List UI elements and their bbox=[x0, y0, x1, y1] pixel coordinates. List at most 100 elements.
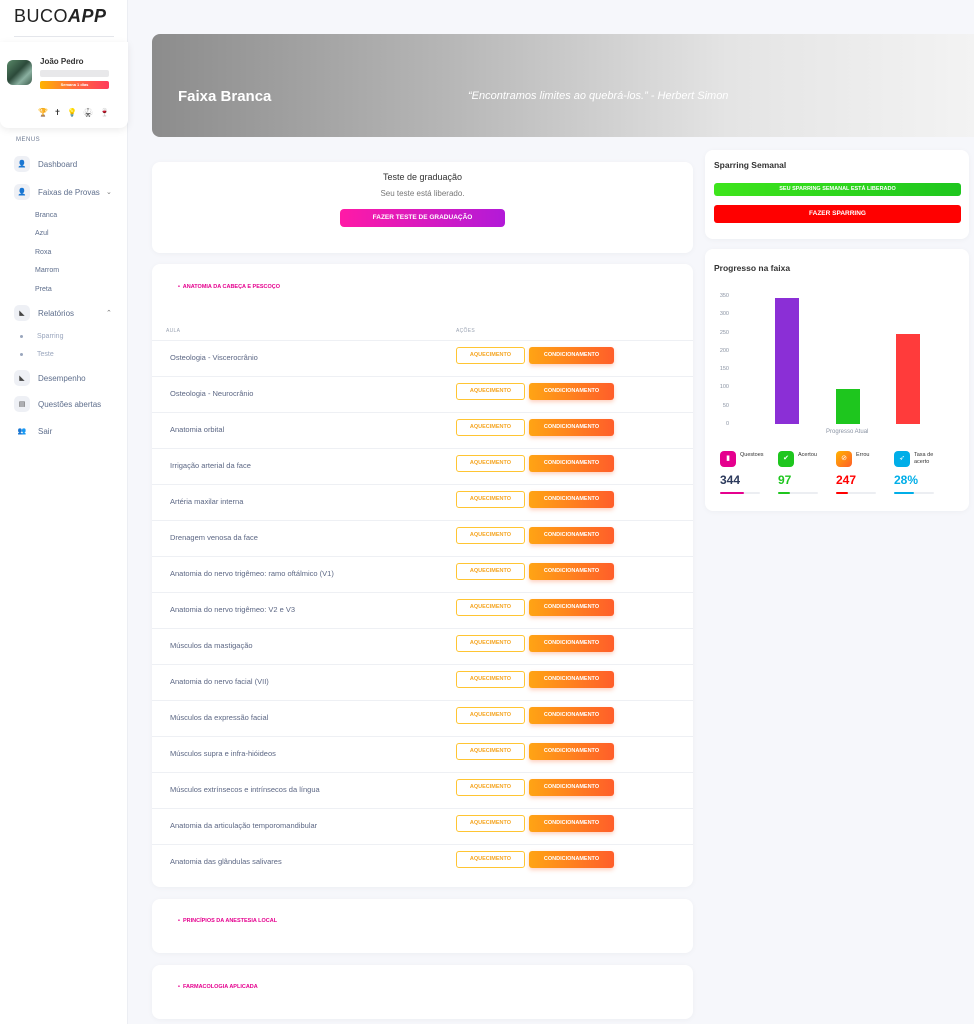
sidebar-subitem-branca[interactable]: Branca bbox=[35, 212, 58, 219]
lesson-name[interactable]: Irrigação arterial da face bbox=[170, 461, 251, 470]
check-icon: ✔ bbox=[778, 451, 794, 467]
sidebar-item-questoes[interactable]: ▤ Questões abertas bbox=[14, 396, 101, 412]
conditioning-button[interactable]: CONDICIONAMENTO bbox=[529, 671, 614, 688]
chevron-up-icon[interactable]: ⌃ bbox=[106, 310, 112, 317]
user-plus-icon: 👤 bbox=[14, 156, 30, 172]
chart-bar[interactable] bbox=[896, 333, 920, 424]
conditioning-button[interactable]: CONDICIONAMENTO bbox=[529, 779, 614, 796]
warmup-button[interactable]: AQUECIMENTO bbox=[456, 527, 525, 544]
conditioning-button[interactable]: CONDICIONAMENTO bbox=[529, 743, 614, 760]
lesson-name[interactable]: Anatomia do nervo trigêmeo: V2 e V3 bbox=[170, 605, 296, 614]
warmup-button[interactable]: AQUECIMENTO bbox=[456, 491, 525, 508]
chevron-down-icon[interactable]: ⌄ bbox=[106, 189, 112, 196]
graduation-test-button[interactable]: FAZER TESTE DE GRADUAÇÃO bbox=[340, 209, 505, 227]
lesson-name[interactable]: Osteologia - Viscerocrânio bbox=[170, 353, 258, 362]
table-row: Músculos da mastigação AQUECIMENTO CONDICI… bbox=[152, 628, 693, 664]
graduation-title: Teste de graduação bbox=[382, 172, 463, 182]
sidebar-item-faixas[interactable]: 👤 Faixas de Provas bbox=[14, 184, 100, 200]
conditioning-button[interactable]: CONDICIONAMENTO bbox=[529, 383, 614, 400]
belt-banner: Faixa Branca “Encontramos limites ao que… bbox=[152, 34, 974, 137]
banner-quote: “Encontramos limites ao quebrá-los.” - H… bbox=[468, 90, 729, 102]
user-card: João Pedro Semana 1 dias 🏆 ✝ 💡 🥋 🍷 bbox=[0, 42, 128, 128]
app-logo[interactable]: BUCOAPP bbox=[14, 6, 107, 26]
table-row: Irrigação arterial da face AQUECIMENTO CON… bbox=[152, 448, 693, 484]
stat-value: 247 bbox=[836, 473, 857, 487]
sidebar-subitem-sparring[interactable]: Sparring bbox=[20, 333, 63, 340]
table-row: Anatomia do nervo facial (VII) AQUECIMENT… bbox=[152, 664, 693, 700]
sidebar-item-desempenho[interactable]: ◣ Desempenho bbox=[14, 370, 86, 386]
warmup-button[interactable]: AQUECIMENTO bbox=[456, 563, 525, 580]
lesson-name[interactable]: Osteologia - Neurocrânio bbox=[170, 389, 254, 398]
sidebar-subitem-teste[interactable]: Teste bbox=[20, 351, 54, 358]
table-row: Anatomia da articulação temporomandibula… bbox=[152, 808, 693, 844]
table-row: Anatomia das glândulas salivares AQUECIME… bbox=[152, 844, 693, 880]
warmup-button[interactable]: AQUECIMENTO bbox=[456, 743, 525, 760]
lesson-name[interactable]: Anatomia orbital bbox=[170, 425, 225, 434]
rocket-icon: ➶ bbox=[894, 451, 910, 467]
sidebar-subitem-azul[interactable]: Azul bbox=[35, 230, 49, 237]
section-title-text: ANATOMIA DA CABEÇA E PESCOÇO bbox=[182, 284, 281, 290]
sidebar-item-dashboard[interactable]: 👤 Dashboard bbox=[14, 156, 77, 172]
sidebar-item-relatorios[interactable]: ◣ Relatórios bbox=[14, 305, 74, 321]
lesson-name[interactable]: Anatomia das glândulas salivares bbox=[170, 857, 282, 866]
table-row: Músculos da expressão facial AQUECIMENTO C… bbox=[152, 700, 693, 736]
graduation-subtitle: Seu teste está liberado. bbox=[380, 189, 465, 198]
sidebar-item-sair[interactable]: 👥 Sair bbox=[14, 423, 52, 439]
stat-label: Errou bbox=[856, 452, 870, 458]
warmup-button[interactable]: AQUECIMENTO bbox=[456, 779, 525, 796]
warmup-button[interactable]: AQUECIMENTO bbox=[456, 455, 525, 472]
lesson-name[interactable]: Artéria maxilar interna bbox=[170, 497, 244, 506]
sidebar-subitem-preta[interactable]: Preta bbox=[35, 286, 52, 293]
sidebar-subitem-roxa[interactable]: Roxa bbox=[35, 249, 52, 256]
conditioning-button[interactable]: CONDICIONAMENTO bbox=[529, 419, 614, 436]
conditioning-button[interactable]: CONDICIONAMENTO bbox=[529, 563, 614, 580]
user-plus-icon: 👤 bbox=[14, 184, 30, 200]
section-title[interactable]: • PRINCÍPIOS DA ANESTESIA LOCAL bbox=[178, 918, 278, 924]
lesson-name[interactable]: Músculos da expressão facial bbox=[170, 713, 269, 722]
lesson-name[interactable]: Drenagem venosa da face bbox=[170, 533, 258, 542]
conditioning-button[interactable]: CONDICIONAMENTO bbox=[529, 599, 614, 616]
lessons-card: • ANATOMIA DA CABEÇA E PESCOÇO AULA AÇÕE… bbox=[152, 264, 693, 887]
conditioning-button[interactable]: CONDICIONAMENTO bbox=[529, 707, 614, 724]
stat-progress-fill bbox=[836, 492, 848, 494]
sparring-status-badge: SEU SPARRING SEMANAL ESTÁ LIBERADO bbox=[714, 183, 961, 196]
warmup-button[interactable]: AQUECIMENTO bbox=[456, 419, 525, 436]
warmup-button[interactable]: AQUECIMENTO bbox=[456, 671, 525, 688]
table-row: Artéria maxilar interna AQUECIMENTO CONDIC… bbox=[152, 484, 693, 520]
sparring-card: Sparring Semanal SEU SPARRING SEMANAL ES… bbox=[705, 150, 969, 239]
section-title[interactable]: • ANATOMIA DA CABEÇA E PESCOÇO bbox=[178, 284, 281, 290]
lesson-name[interactable]: Anatomia do nervo facial (VII) bbox=[170, 677, 269, 686]
conditioning-button[interactable]: CONDICIONAMENTO bbox=[529, 851, 614, 868]
warmup-button[interactable]: AQUECIMENTO bbox=[456, 599, 525, 616]
chart-bar[interactable] bbox=[775, 298, 799, 424]
y-tick-label: 300 bbox=[719, 311, 729, 318]
avatar[interactable] bbox=[7, 60, 32, 85]
conditioning-button[interactable]: CONDICIONAMENTO bbox=[529, 815, 614, 832]
warmup-button[interactable]: AQUECIMENTO bbox=[456, 635, 525, 652]
lesson-name[interactable]: Anatomia da articulação temporomandibula… bbox=[170, 821, 318, 830]
lesson-name[interactable]: Músculos extrínsecos e intrínsecos da lí… bbox=[170, 785, 320, 794]
lesson-name[interactable]: Anatomia do nervo trigêmeo: ramo oftálmi… bbox=[170, 569, 334, 578]
chart-bar[interactable] bbox=[836, 388, 860, 424]
warmup-button[interactable]: AQUECIMENTO bbox=[456, 815, 525, 832]
stat-value: 97 bbox=[778, 473, 792, 487]
section-title[interactable]: • FARMACOLOGIA APLICADA bbox=[178, 984, 258, 990]
sidebar-item-label: Desempenho bbox=[38, 373, 86, 383]
lesson-name[interactable]: Músculos da mastigação bbox=[170, 641, 253, 650]
sparring-button[interactable]: FAZER SPARRING bbox=[714, 205, 961, 223]
conditioning-button[interactable]: CONDICIONAMENTO bbox=[529, 455, 614, 472]
conditioning-button[interactable]: CONDICIONAMENTO bbox=[529, 527, 614, 544]
warmup-button[interactable]: AQUECIMENTO bbox=[456, 707, 525, 724]
warmup-button[interactable]: AQUECIMENTO bbox=[456, 851, 525, 868]
user-name: João Pedro bbox=[40, 57, 84, 66]
sidebar-subitem-label: Teste bbox=[37, 351, 54, 358]
column-header-aula: AULA bbox=[166, 328, 181, 334]
conditioning-button[interactable]: CONDICIONAMENTO bbox=[529, 347, 614, 364]
conditioning-button[interactable]: CONDICIONAMENTO bbox=[529, 491, 614, 508]
sidebar-subitem-marrom[interactable]: Marrom bbox=[35, 267, 60, 274]
conditioning-button[interactable]: CONDICIONAMENTO bbox=[529, 635, 614, 652]
warmup-button[interactable]: AQUECIMENTO bbox=[456, 347, 525, 364]
lesson-name[interactable]: Músculos supra e infra-hióideos bbox=[170, 749, 276, 758]
warmup-button[interactable]: AQUECIMENTO bbox=[456, 383, 525, 400]
progress-title: Progresso na faixa bbox=[714, 263, 791, 273]
